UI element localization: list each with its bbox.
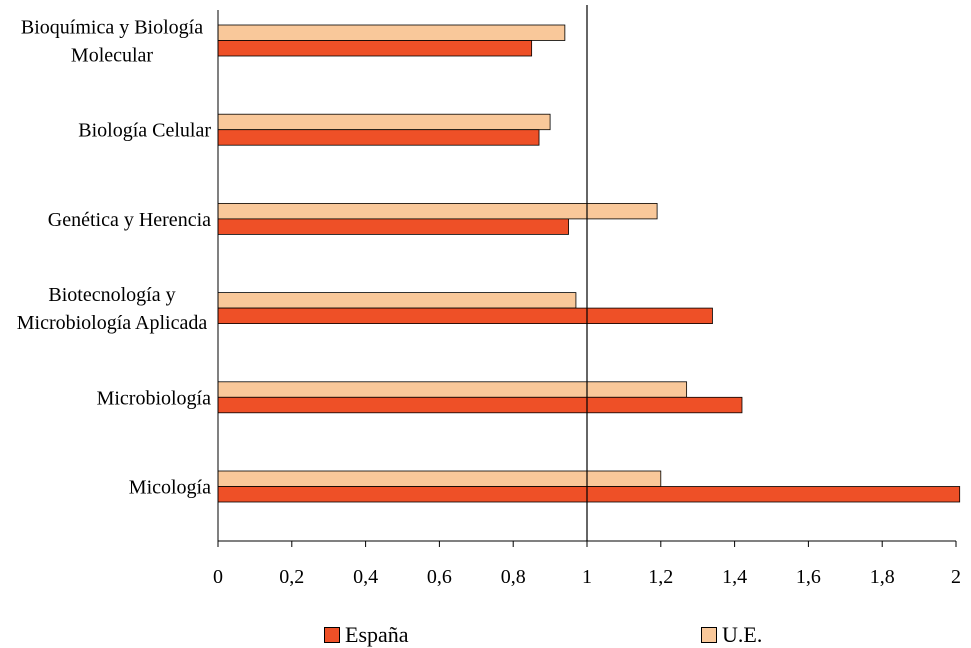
- legend-label-espana: España: [345, 622, 409, 647]
- legend-swatch-ue: [701, 627, 717, 643]
- legend-item-espana: España: [324, 622, 409, 648]
- legend-item-ue: U.E.: [701, 622, 762, 648]
- x-tick-label-9: 1,8: [870, 566, 895, 588]
- x-tick-label-5: 1: [582, 566, 592, 588]
- bars-group: [217, 24, 961, 503]
- x-tick-label-10: 2: [951, 566, 961, 588]
- bar-u-e-microbiologia: [217, 381, 688, 398]
- x-tick-label-6: 1,2: [648, 566, 673, 588]
- legend-swatch-espana: [324, 627, 340, 643]
- bar-espana-biotecnologia-y-microbiologia-aplicada: [217, 307, 713, 325]
- bar-u-e-genetica-y-herencia: [217, 202, 658, 220]
- bar-chart: 0 0,2 0,4 0,6 0,8 1 1,2 1,4 1,6 1,8 2 Bioquímica y…: [17, 5, 961, 588]
- x-tick-label-0: 0: [213, 566, 223, 588]
- x-tick-label-2: 0,4: [353, 566, 378, 588]
- bar-espana-microbiologia: [217, 396, 743, 414]
- category-label-microbiologia: Microbiología: [97, 387, 212, 409]
- x-tick-label-7: 1,4: [722, 566, 747, 588]
- bar-u-e-biologia-celular: [217, 113, 551, 131]
- bar-espana-micologia: [217, 486, 961, 503]
- bar-u-e-micologia: [217, 470, 662, 487]
- bar-u-e-bioquimica-y-biologia-molecular: [217, 24, 566, 41]
- x-tick-label-4: 0,8: [501, 566, 526, 588]
- bar-u-e-biotecnologia-y-microbiologia-aplicada: [217, 292, 577, 309]
- category-labels-group: Bioquímica y Biología Molecular Biología C…: [17, 17, 212, 499]
- x-tick-label-1: 0,2: [279, 566, 304, 588]
- category-label-biotecnologia-y-microbiologia-aplicada: Biotecnología y Microbiología Aplicada: [17, 284, 208, 334]
- category-label-genetica-y-herencia: Genética y Herencia: [48, 209, 211, 231]
- category-label-bioquimica-y-biologia-molecular: Bioquímica y Biología Molecular: [21, 17, 203, 67]
- x-tick-label-8: 1,6: [796, 566, 821, 588]
- category-label-biologia-celular: Biología Celular: [78, 120, 211, 142]
- x-ticks-group: 0 0,2 0,4 0,6 0,8 1 1,2 1,4 1,6 1,8 2: [213, 541, 961, 588]
- x-tick-label-3: 0,6: [427, 566, 452, 588]
- bar-espana-genetica-y-herencia: [217, 218, 569, 235]
- bar-espana-bioquimica-y-biologia-molecular: [217, 40, 533, 57]
- bar-espana-biologia-celular: [217, 129, 540, 146]
- legend-label-ue: U.E.: [722, 622, 763, 647]
- category-label-micologia: Micología: [129, 477, 211, 499]
